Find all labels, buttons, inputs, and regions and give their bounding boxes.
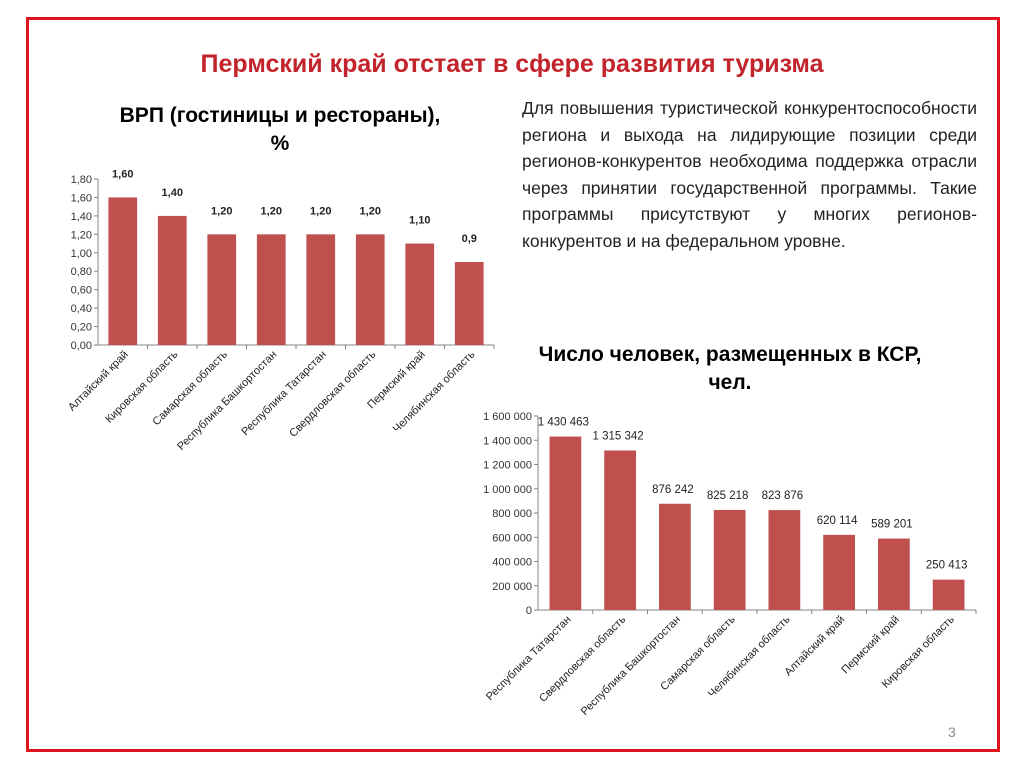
chart1-data-label: 0,9 <box>462 233 477 245</box>
chart2-y-tick-label: 800 000 <box>492 508 532 520</box>
chart1-y-tick-label: 1,40 <box>71 211 92 223</box>
chart1-bar <box>454 262 484 345</box>
description-text: Для повышения туристической конкурентосп… <box>522 98 977 251</box>
chart2-y-tick-label: 1 400 000 <box>483 435 532 447</box>
chart2-y-tick-label: 400 000 <box>492 557 532 569</box>
chart1-bar <box>108 197 138 345</box>
chart1-y-tick-label: 1,80 <box>71 174 92 186</box>
slide-title: Пермский край отстает в сфере развития т… <box>200 50 824 78</box>
chart1-bar <box>355 234 385 345</box>
chart2-data-label: 823 876 <box>762 490 804 502</box>
chart1-data-label: 1,20 <box>310 205 331 217</box>
chart2-bar <box>768 510 801 610</box>
chart1-y-tick-label: 0,00 <box>71 340 92 352</box>
chart1-data-label: 1,20 <box>261 205 282 217</box>
chart1-bar <box>207 234 237 345</box>
chart1-y-tick-label: 1,60 <box>71 192 92 204</box>
chart2-bar <box>932 579 965 610</box>
chart1-title-line2: % <box>270 132 290 155</box>
chart2-category-label: Республика Башкортостан <box>579 614 683 718</box>
chart1-bar <box>256 234 286 345</box>
chart2-data-label: 1 430 463 <box>538 417 589 429</box>
chart2-y-tick-label: 1 200 000 <box>483 460 532 472</box>
chart1-title: ВРП (гостиницы и рестораны), % <box>90 102 470 158</box>
chart1-y-tick-label: 1,20 <box>71 229 92 241</box>
chart2-bar <box>823 534 856 610</box>
chart1-y-tick-label: 0,40 <box>71 303 92 315</box>
chart2-y-tick-label: 1 000 000 <box>483 484 532 496</box>
chart1-y-tick-label: 1,00 <box>71 248 92 260</box>
chart1-bar <box>306 234 336 345</box>
chart2-bar <box>549 436 582 610</box>
chart2-bar <box>877 538 910 610</box>
chart2-data-label: 250 413 <box>926 560 968 572</box>
chart1-title-line1: ВРП (гостиницы и рестораны), <box>119 104 441 127</box>
chart2-category-label: Алтайский край <box>782 614 847 679</box>
chart2-category-label: Пермский край <box>839 614 902 677</box>
chart1-bar <box>405 243 435 345</box>
chart2-title-line1: Число человек, размещенных в КСР, <box>538 343 922 366</box>
chart2-data-label: 1 315 342 <box>593 431 644 443</box>
chart2-data-label: 825 218 <box>707 490 749 502</box>
chart2-title-line2: чел. <box>708 371 752 394</box>
chart2-bar <box>713 509 746 610</box>
chart1-data-label: 1,60 <box>112 168 133 180</box>
chart2-y-tick-label: 200 000 <box>492 581 532 593</box>
chart2-data-label: 620 114 <box>817 515 858 527</box>
chart1-data-label: 1,10 <box>409 215 430 227</box>
chart2-bar <box>604 450 637 610</box>
chart1-data-label: 1,20 <box>360 205 381 217</box>
chart1-data-label: 1,40 <box>162 187 183 199</box>
chart2-y-tick-label: 1 600 000 <box>483 411 532 423</box>
page-number: 3 <box>948 724 956 740</box>
chart1-y-tick-label: 0,20 <box>71 322 92 334</box>
chart2-data-label: 876 242 <box>652 484 694 496</box>
chart1-y-tick-label: 0,60 <box>71 285 92 297</box>
chart2-y-tick-label: 600 000 <box>492 532 532 544</box>
chart2-title: Число человек, размещенных в КСР, чел. <box>505 341 955 397</box>
chart1-y-tick-label: 0,80 <box>71 266 92 278</box>
chart2-data-label: 589 201 <box>871 519 913 531</box>
chart2-y-tick-label: 0 <box>526 605 532 617</box>
chart1-bar <box>157 215 187 345</box>
chart1-data-label: 1,20 <box>211 205 232 217</box>
slide-frame <box>26 17 1000 752</box>
chart2-bar <box>658 503 691 610</box>
